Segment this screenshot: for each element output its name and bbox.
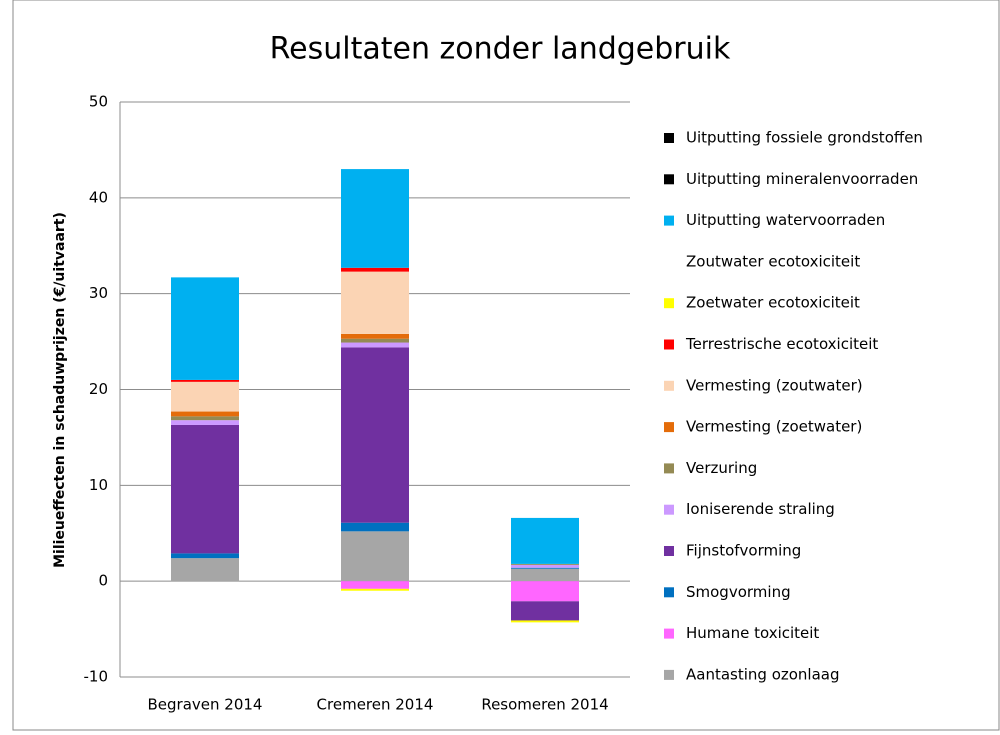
bar-segment [341, 531, 409, 582]
legend-swatch [664, 298, 674, 309]
bar-segment [511, 601, 579, 621]
legend-label: Ioniserende straling [686, 500, 835, 518]
chart-frame [12, 0, 1000, 731]
bar-segment [511, 517, 579, 564]
legend-label: Vermesting (zoetwater) [686, 418, 862, 436]
legend-swatch [664, 669, 674, 680]
legend-label: Humane toxiciteit [686, 624, 819, 642]
bar-segment [511, 581, 579, 602]
bar-segment [511, 567, 579, 569]
bar-segment [341, 342, 409, 348]
bar-segment [511, 563, 579, 565]
bar-segment [341, 333, 409, 339]
bar-segment [511, 620, 579, 623]
bar-segment [341, 347, 409, 523]
chart-title: Resultaten zonder landgebruik [270, 32, 731, 67]
bar-segment [171, 411, 239, 417]
legend-label: Terrestrische ecotoxiciteit [685, 335, 878, 353]
legend-label: Verzuring [686, 459, 757, 477]
bar-segment [341, 267, 409, 272]
legend-label: Aantasting ozonlaag [686, 665, 840, 683]
bar-segment [171, 379, 239, 382]
bar-segment [341, 522, 409, 532]
legend-label: Smogvorming [686, 583, 791, 601]
y-tick-label: 20 [89, 380, 108, 398]
y-tick-label: 30 [89, 284, 108, 302]
bar-segment [341, 271, 409, 334]
x-tick-label: Begraven 2014 [148, 696, 263, 714]
legend-swatch [664, 339, 674, 350]
bar-segment [171, 381, 239, 412]
y-tick-label: -10 [84, 668, 109, 686]
bar-segment [171, 277, 239, 380]
legend-swatch [664, 463, 674, 474]
legend-label: Vermesting (zoutwater) [686, 376, 863, 394]
x-tick-label: Resomeren 2014 [481, 696, 608, 714]
legend-swatch [664, 133, 674, 143]
y-axis-title: Milieueffecten in schaduwprijzen (€/uitv… [52, 212, 68, 568]
legend-label: Fijnstofvorming [686, 542, 801, 560]
legend-swatch [664, 587, 674, 598]
legend-label: Uitputting fossiele grondstoffen [686, 129, 923, 147]
legend-swatch [664, 504, 674, 515]
legend-swatch [664, 256, 674, 267]
bar-segment [511, 568, 579, 582]
bar-segment [171, 424, 239, 554]
y-tick-label: 0 [98, 572, 108, 590]
bar-segment [341, 581, 409, 589]
bar-segment [171, 420, 239, 425]
bar-segment [171, 558, 239, 582]
legend-swatch [664, 546, 674, 556]
legend-label: Uitputting mineralenvoorraden [686, 170, 918, 188]
legend-swatch [664, 174, 674, 185]
legend-swatch [664, 380, 674, 391]
legend-swatch [664, 422, 674, 433]
legend-label: Zoutwater ecotoxiciteit [686, 252, 860, 270]
y-tick-label: 40 [89, 188, 108, 206]
bar-segment [171, 416, 239, 421]
legend-swatch [664, 215, 674, 226]
legend-label: Uitputting watervoorraden [686, 211, 885, 229]
x-tick-label: Cremeren 2014 [317, 696, 434, 714]
legend-label: Zoetwater ecotoxiciteit [686, 294, 860, 312]
bar-segment [341, 169, 409, 268]
bar-segment [511, 564, 579, 568]
bar-segment [171, 553, 239, 559]
legend-swatch [664, 628, 674, 639]
bar-segment [341, 588, 409, 591]
y-tick-label: 50 [89, 93, 108, 111]
y-tick-label: 10 [89, 476, 108, 494]
bar-segment [341, 338, 409, 343]
